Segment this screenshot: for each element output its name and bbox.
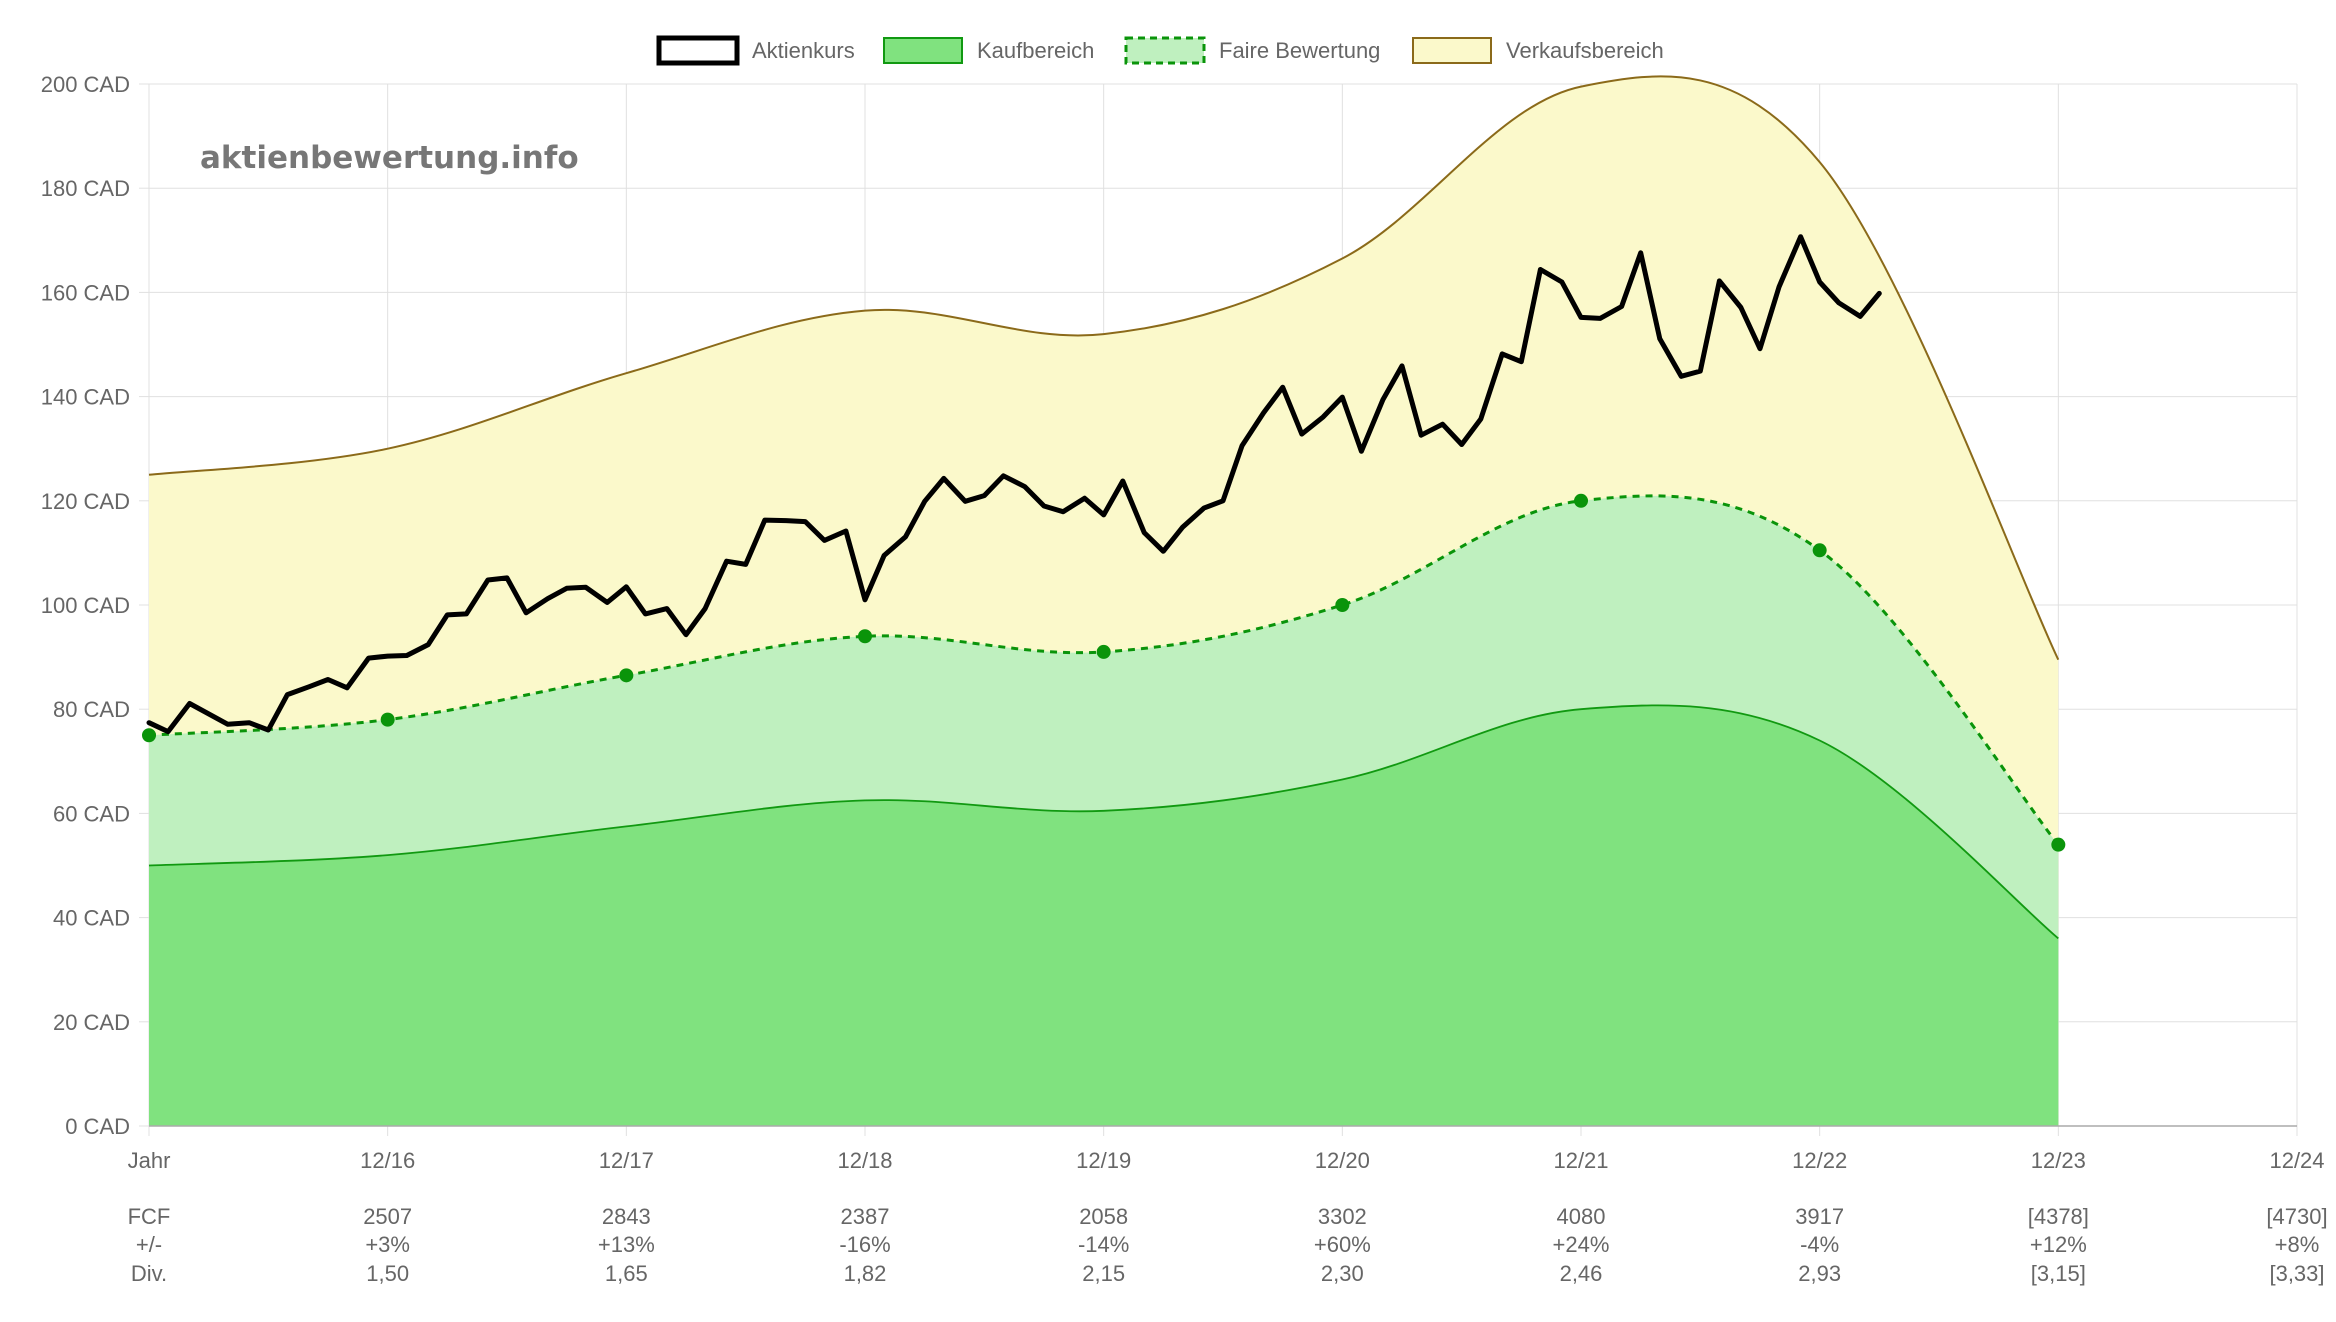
fair-point: [1574, 493, 1588, 508]
footer-cell: 2387: [841, 1204, 890, 1229]
x-tick-label: 12/17: [599, 1148, 654, 1173]
footer-cell: 3917: [1795, 1204, 1844, 1229]
y-tick-label: 140 CAD: [41, 385, 130, 410]
fair-point: [1812, 543, 1827, 558]
legend-swatch-price: [656, 35, 740, 66]
y-tick-label: 40 CAD: [53, 906, 130, 931]
y-tick-label: 180 CAD: [41, 176, 130, 201]
y-tick-label: 100 CAD: [41, 593, 130, 618]
fair-point: [1335, 598, 1350, 612]
fair-point: [858, 629, 872, 644]
y-tick-label: 120 CAD: [41, 489, 130, 514]
y-tick-label: 60 CAD: [53, 801, 130, 826]
y-tick-label: 0 CAD: [65, 1114, 130, 1139]
footer-cell: 3302: [1318, 1204, 1367, 1229]
footer-cell: +3%: [365, 1232, 410, 1257]
legend-swatch-fair: [1124, 36, 1206, 65]
footer-cell: +60%: [1314, 1232, 1371, 1257]
fair-point: [1096, 644, 1111, 659]
line-layer: [142, 75, 2066, 940]
legend-swatch-sell: [1412, 37, 1492, 64]
x-tick-label: 12/21: [1553, 1148, 1608, 1173]
x-tick-label: 12/16: [360, 1148, 415, 1173]
y-tick-label: 80 CAD: [53, 697, 130, 722]
legend-label[interactable]: Kaufbereich: [977, 38, 1094, 63]
fair-line: [148, 494, 2060, 846]
legend-label[interactable]: Aktienkurs: [752, 38, 855, 63]
footer-cell: [4378]: [2028, 1204, 2089, 1229]
x-tick-label: 12/20: [1315, 1148, 1370, 1173]
x-tick-label: 12/22: [1792, 1148, 1847, 1173]
fair-point: [619, 668, 634, 683]
footer-cell: [3,15]: [2031, 1261, 2086, 1286]
footer-cell: 2,15: [1082, 1261, 1125, 1286]
axes: 0 CAD 20 CAD 40 CAD 60 CAD 80 CAD 100 CAD 120 …: [41, 72, 2325, 1173]
footer-cell: 4080: [1557, 1204, 1606, 1229]
y-tick-label: 200 CAD: [41, 72, 130, 97]
buy-area: [149, 705, 2059, 1126]
footer-cell: +24%: [1553, 1232, 1610, 1257]
fair-point: [142, 728, 156, 743]
legend-label[interactable]: Faire Bewertung: [1219, 38, 1380, 63]
footer-cell: 1,82: [844, 1261, 887, 1286]
footer-cell: -14%: [1078, 1232, 1129, 1257]
footer-cell: -16%: [839, 1232, 890, 1257]
footer-cell: [3,33]: [2269, 1261, 2324, 1286]
area-layer: [149, 76, 2059, 1126]
footer-cell: +8%: [2275, 1232, 2320, 1257]
x-tick-label: 12/23: [2031, 1148, 2086, 1173]
footer-cell: 2,93: [1798, 1261, 1841, 1286]
fair-point: [380, 712, 395, 727]
buy-line: [148, 704, 2059, 940]
footer-row-label: Div.: [131, 1261, 167, 1286]
footer-row-label: FCF: [128, 1204, 171, 1229]
legend[interactable]: Aktienkurs Kaufbereich Faire Bewertung Verk…: [656, 35, 1664, 66]
footer-cell: 2058: [1079, 1204, 1128, 1229]
legend-swatch-buy: [883, 37, 963, 64]
legend-label[interactable]: Verkaufsbereich: [1506, 38, 1664, 63]
footer-cell: +12%: [2030, 1232, 2087, 1257]
x-tick-label: 12/24: [2269, 1148, 2324, 1173]
footer-cell: 1,50: [366, 1261, 409, 1286]
footer-row-label: +/-: [136, 1232, 162, 1257]
footer-table: FCF +/- Div. 2507 +3% 1,50 2843 +13% 1,65 2387 -16…: [128, 1204, 2328, 1286]
x-tick-label: 12/18: [837, 1148, 892, 1173]
y-tick-label: 160 CAD: [41, 280, 130, 305]
footer-cell: 2507: [363, 1204, 412, 1229]
footer-cell: +13%: [598, 1232, 655, 1257]
footer-cell: 2843: [602, 1204, 651, 1229]
y-tick-label: 20 CAD: [53, 1010, 130, 1035]
footer-cell: -4%: [1800, 1232, 1839, 1257]
fair-point: [2051, 837, 2066, 852]
footer-cell: 1,65: [605, 1261, 648, 1286]
footer-cell: 2,46: [1560, 1261, 1603, 1286]
x-tick-label: Jahr: [128, 1148, 171, 1173]
x-tick-label: 12/19: [1076, 1148, 1131, 1173]
price-line: [146, 234, 1882, 735]
sell-line: [148, 75, 2060, 661]
footer-cell: 2,30: [1321, 1261, 1364, 1286]
watermark-text: aktienbewertung.info: [200, 140, 579, 176]
footer-cell: [4730]: [2266, 1204, 2327, 1229]
